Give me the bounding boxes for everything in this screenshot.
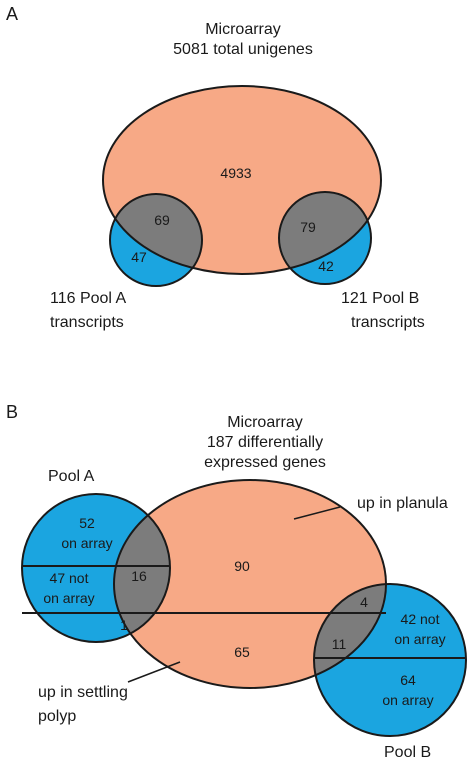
up-in-settling-label-line1: up in settling	[38, 684, 128, 701]
pool-b-label-line2: transcripts	[351, 314, 425, 331]
pool-a-on-array-count: 52	[79, 515, 95, 531]
panel-a-title-line2: 5081 total unigenes	[173, 41, 313, 58]
pool-a-polyp-overlap-count: 1	[120, 617, 128, 633]
up-in-planula-label: up in planula	[357, 495, 448, 512]
microarray-ellipse-outline	[102, 85, 382, 275]
array-only-count: 4933	[220, 165, 251, 181]
pool-b-polyp-overlap-count: 11	[332, 636, 347, 652]
panel-a-label: A	[6, 4, 18, 24]
pool-a-name: Pool A	[48, 468, 95, 485]
settling-pointer-line	[127, 661, 181, 683]
panel-b-title-line1: Microarray	[227, 414, 303, 431]
pool-a-circle-outline	[109, 193, 203, 287]
panel-b-title-line2: 187 differentially	[207, 434, 323, 451]
panel-b: B Microarray 187 differentially expresse…	[6, 402, 467, 761]
pool-a-not-on-array-line1: 47 not	[50, 570, 89, 586]
panel-b-label: B	[6, 402, 18, 422]
pool-a-label-line2: transcripts	[50, 314, 124, 331]
pool-b-name: Pool B	[384, 744, 431, 761]
pool-a-planula-overlap-count: 16	[131, 568, 147, 584]
pool-a-label-line1: 116 Pool A	[50, 290, 127, 307]
pool-b-on-array-text: on array	[382, 692, 433, 708]
up-in-settling-label-line2: polyp	[38, 708, 76, 725]
planula-pointer-line	[293, 506, 341, 520]
pool-a-only-count: 47	[131, 249, 147, 265]
panel-a: A Microarray 5081 total unigenes 4933 69…	[6, 4, 425, 331]
pool-b-overlap-count: 79	[300, 219, 316, 235]
pool-b-label-line1: 121 Pool B	[341, 290, 419, 307]
pool-b-not-on-array-line2: on array	[394, 631, 445, 647]
pool-b-on-array-count: 64	[400, 672, 416, 688]
pool-a-overlap-count: 69	[154, 212, 170, 228]
pool-b-circle-b-outline	[313, 583, 467, 737]
pool-a-circle-b-outline	[21, 493, 171, 643]
pool-b-planula-overlap-count: 4	[360, 594, 368, 610]
panel-b-title-line3: expressed genes	[204, 454, 326, 471]
planula-only-count: 90	[234, 558, 250, 574]
panel-a-title-line1: Microarray	[205, 21, 281, 38]
pool-b-circle-outline	[278, 191, 372, 285]
polyp-only-count: 65	[234, 644, 250, 660]
pool-b-only-count: 42	[318, 258, 334, 274]
pool-b-array-overlap-b	[314, 584, 386, 688]
pool-b-not-on-array-line1: 42 not	[401, 611, 440, 627]
pool-a-not-on-array-line2: on array	[43, 590, 94, 606]
pool-a-on-array-text: on array	[61, 535, 112, 551]
